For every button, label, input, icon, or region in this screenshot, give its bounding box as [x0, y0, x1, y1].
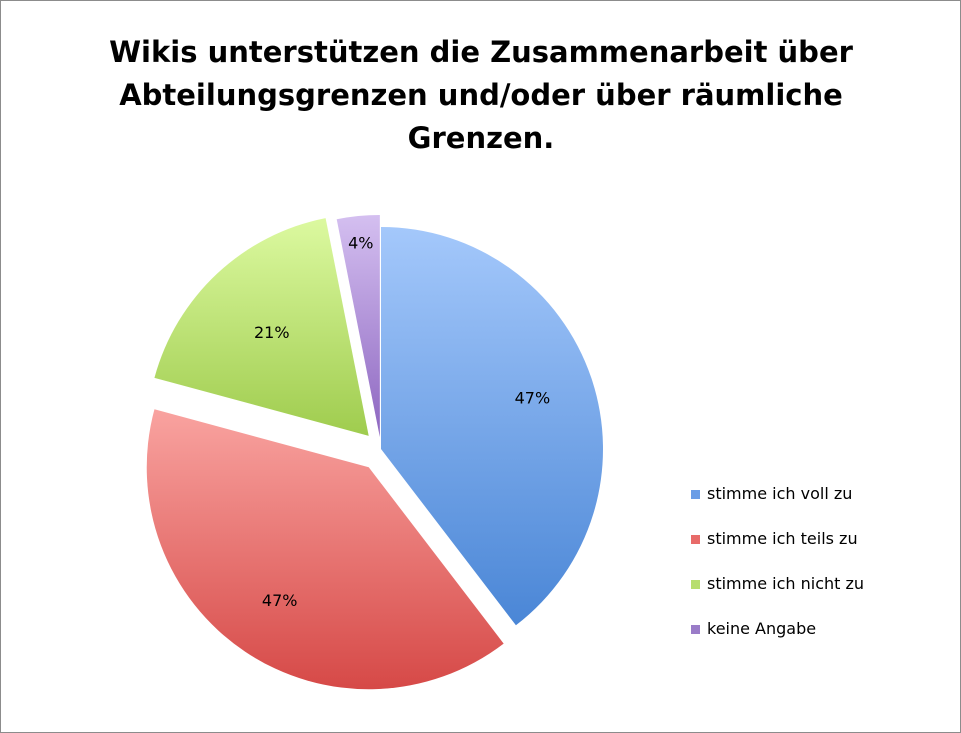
pie-slice-keine-Angabe: [336, 215, 380, 438]
legend-item: stimme ich voll zu: [691, 483, 951, 505]
legend-item: stimme ich teils zu: [691, 528, 951, 550]
legend-label: stimme ich voll zu: [707, 484, 853, 503]
legend-label: stimme ich nicht zu: [707, 574, 865, 593]
slice-label: 21%: [254, 323, 290, 342]
pie-slice-stimme-ich-teils-zu: [146, 409, 504, 690]
chart-title-line-2: Abteilungsgrenzen und/oder über räumlich…: [119, 78, 843, 112]
legend-label: stimme ich teils zu: [707, 529, 858, 548]
legend-swatch: [691, 535, 700, 544]
pie-slice-stimme-ich-voll-zu: [381, 227, 604, 626]
pie-slice-stimme-ich-nicht-zu: [154, 218, 369, 436]
slice-label: 47%: [515, 389, 551, 408]
slice-label: 4%: [348, 234, 373, 253]
legend-label: keine Angabe: [707, 619, 817, 638]
legend-item: keine Angabe: [691, 618, 951, 640]
legend-swatch: [691, 490, 700, 499]
legend-item: stimme ich nicht zu: [691, 573, 951, 595]
slice-label: 47%: [262, 591, 298, 610]
chart-title-line-3: Grenzen.: [407, 121, 555, 155]
chart-title: Wikis unterstützen die Zusammenarbeit üb…: [61, 31, 901, 160]
chart-legend: stimme ich voll zu stimme ich teils zu sti…: [691, 483, 951, 663]
legend-swatch: [691, 625, 700, 634]
legend-swatch: [691, 580, 700, 589]
chart-title-line-1: Wikis unterstützen die Zusammenarbeit üb…: [109, 35, 853, 69]
